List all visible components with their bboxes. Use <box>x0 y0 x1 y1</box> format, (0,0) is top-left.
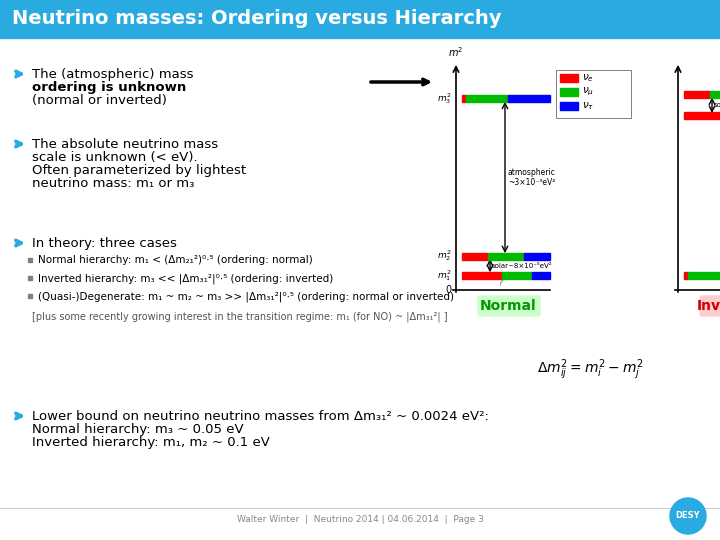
Text: Inverted hierarchy: m₁, m₂ ~ 0.1 eV: Inverted hierarchy: m₁, m₂ ~ 0.1 eV <box>32 436 270 449</box>
Text: $m_2^2$: $m_2^2$ <box>438 248 452 264</box>
Bar <box>462 96 467 103</box>
Bar <box>684 91 711 98</box>
Bar <box>0 0 720 38</box>
Text: $m_1^2$: $m_1^2$ <box>438 268 452 282</box>
Bar <box>28 258 32 262</box>
Text: $m_3^2$: $m_3^2$ <box>438 91 452 106</box>
Bar <box>462 272 502 279</box>
Text: Inverted hierarchy: m₃ << |Δm₃₁²|⁰⋅⁵ (ordering: inverted): Inverted hierarchy: m₃ << |Δm₃₁²|⁰⋅⁵ (or… <box>38 273 333 284</box>
Text: DESY: DESY <box>675 511 701 521</box>
Text: $m^2$: $m^2$ <box>449 45 464 59</box>
Text: (normal or inverted): (normal or inverted) <box>32 94 167 107</box>
Text: 0: 0 <box>445 285 451 295</box>
Text: Normal hierarchy: m₃ ~ 0.05 eV: Normal hierarchy: m₃ ~ 0.05 eV <box>32 423 243 436</box>
Text: $\Delta m_{ij}^2 = m_i^2 - m_j^2$: $\Delta m_{ij}^2 = m_i^2 - m_j^2$ <box>537 357 643 382</box>
Text: Inverted: Inverted <box>697 299 720 313</box>
Bar <box>560 102 578 110</box>
Text: (Quasi-)Degenerate: m₁ ~ m₂ ~ m₃ >> |Δm₃₁²|⁰⋅⁵ (ordering: normal or inverted): (Quasi-)Degenerate: m₁ ~ m₂ ~ m₃ >> |Δm₃… <box>38 291 454 301</box>
Bar <box>688 272 720 279</box>
Bar <box>560 88 578 96</box>
Text: Lower bound on neutrino neutrino masses from Δm₃₁² ~ 0.0024 eV²:: Lower bound on neutrino neutrino masses … <box>32 410 489 423</box>
Bar <box>502 272 532 279</box>
FancyBboxPatch shape <box>700 296 720 316</box>
Bar <box>28 276 32 280</box>
Text: In theory: three cases: In theory: three cases <box>32 237 177 250</box>
Circle shape <box>670 498 706 534</box>
Text: Often parameterized by lightest: Often parameterized by lightest <box>32 164 246 177</box>
Text: $\nu_\tau$: $\nu_\tau$ <box>582 100 594 112</box>
Text: $\nu_\mu$: $\nu_\mu$ <box>582 86 594 98</box>
Bar <box>684 272 688 279</box>
Text: solar~8×10⁻⁵eV²: solar~8×10⁻⁵eV² <box>714 102 720 108</box>
Text: Normal: Normal <box>480 299 536 313</box>
Bar <box>684 112 720 119</box>
Text: [plus some recently growing interest in the transition regime: m₁ (for NO) ~ |Δm: [plus some recently growing interest in … <box>32 311 448 321</box>
Text: Neutrino masses: Ordering versus Hierarchy: Neutrino masses: Ordering versus Hierarc… <box>12 10 502 29</box>
Text: ?: ? <box>719 278 720 288</box>
Bar <box>488 253 523 260</box>
Bar <box>28 294 32 298</box>
Bar <box>532 272 550 279</box>
Bar <box>508 96 550 103</box>
Bar <box>467 96 508 103</box>
Bar <box>711 91 720 98</box>
Text: solar~8×10⁻⁵eV²: solar~8×10⁻⁵eV² <box>492 262 553 268</box>
Text: ?: ? <box>497 278 503 288</box>
Bar <box>560 74 578 82</box>
Text: Walter Winter  |  Neutrino 2014 | 04.06.2014  |  Page 3: Walter Winter | Neutrino 2014 | 04.06.20… <box>237 516 483 524</box>
Bar <box>523 253 550 260</box>
Text: The absolute neutrino mass: The absolute neutrino mass <box>32 138 218 151</box>
FancyBboxPatch shape <box>478 296 540 316</box>
Text: neutrino mass: m₁ or m₃: neutrino mass: m₁ or m₃ <box>32 177 194 190</box>
Bar <box>556 70 631 118</box>
Bar <box>462 253 488 260</box>
Text: atmospheric
~3×10⁻³eV²: atmospheric ~3×10⁻³eV² <box>508 168 556 187</box>
Text: The (atmospheric) mass: The (atmospheric) mass <box>32 68 194 81</box>
Text: $\nu_e$: $\nu_e$ <box>582 72 594 84</box>
Text: scale is unknown (< eV).: scale is unknown (< eV). <box>32 151 197 164</box>
Text: Normal hierarchy: m₁ < (Δm₂₁²)⁰⋅⁵ (ordering: normal): Normal hierarchy: m₁ < (Δm₂₁²)⁰⋅⁵ (order… <box>38 255 312 265</box>
Text: ordering is unknown: ordering is unknown <box>32 81 186 94</box>
